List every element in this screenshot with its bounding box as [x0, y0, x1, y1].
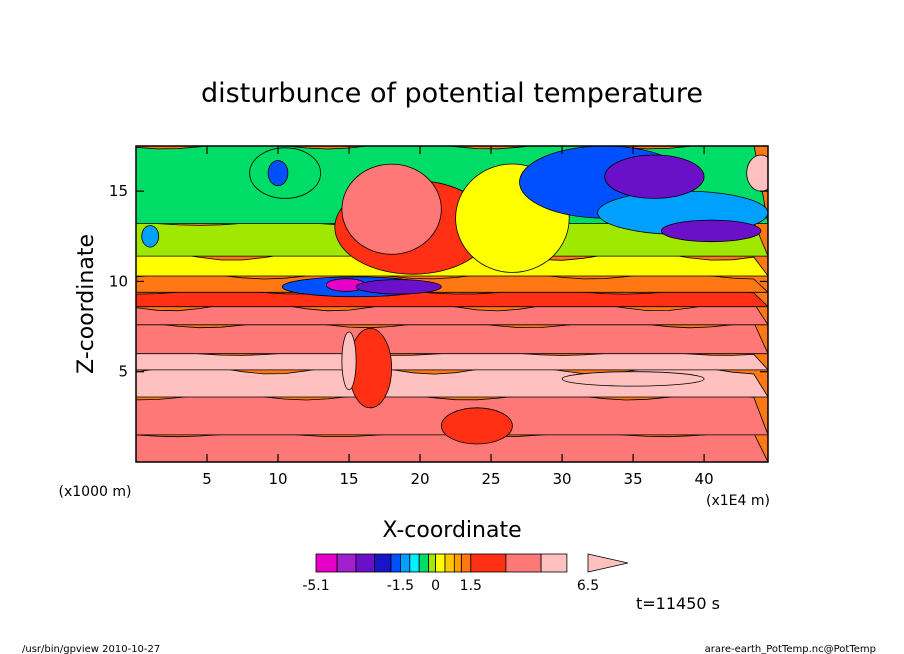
y-tick-label: 5 — [118, 363, 128, 381]
x-tick-label: 35 — [624, 470, 643, 488]
heatmap-feature — [341, 163, 442, 255]
x-tick-label: 10 — [268, 470, 287, 488]
y-tick-label: 10 — [109, 272, 128, 290]
plot-area — [135, 145, 769, 463]
heatmap-feature — [561, 371, 705, 387]
heatmap-feature — [746, 154, 768, 192]
colorbar-swatch — [390, 553, 401, 573]
x-axis-label: X-coordinate — [382, 518, 521, 543]
heatmap-feature — [141, 225, 160, 248]
colorbar-tick-label: 6.5 — [577, 578, 599, 594]
colorbar-swatch — [505, 553, 542, 573]
x-tick-label: 30 — [553, 470, 572, 488]
colorbar-swatch — [374, 553, 392, 573]
x-tick-label: 20 — [410, 470, 429, 488]
colorbar-swatch — [409, 553, 420, 573]
colorbar: -5.1 -1.5 0 1.5 6.5 — [302, 553, 629, 594]
plot-frame — [135, 145, 769, 463]
colorbar-swatch — [355, 553, 376, 573]
x-tick-label: 5 — [202, 470, 212, 488]
heatmap-feature — [355, 279, 442, 295]
x-axis-unit: (x1E4 m) — [706, 493, 770, 509]
heatmap-feature — [440, 407, 513, 445]
time-label: t=11450 s — [636, 594, 720, 613]
heatmap-band — [136, 321, 768, 355]
x-axis-ticks: 5 10 15 20 25 30 35 40 — [202, 146, 714, 488]
footer-right: arare-earth_PotTemp.nc@PotTemp — [705, 644, 876, 654]
chart-title: disturbunce of potential temperature — [201, 78, 703, 109]
heatmap-feature — [267, 160, 289, 187]
y-axis-unit: (x1000 m) — [59, 484, 132, 500]
colorbar-swatch — [336, 553, 357, 573]
colorbar-swatch — [428, 553, 437, 573]
colorbar-swatch — [460, 553, 472, 573]
x-tick-label: 25 — [482, 470, 501, 488]
y-tick-label: 15 — [109, 182, 128, 200]
colorbar-swatch — [444, 553, 455, 573]
x-tick-label: 15 — [339, 470, 358, 488]
heatmap-feature — [604, 154, 705, 199]
colorbar-swatch — [453, 553, 462, 573]
colorbar-tick-label: -1.5 — [387, 578, 414, 594]
heatmap-field — [136, 146, 768, 462]
colorbar-swatch — [315, 553, 338, 573]
heatmap-feature — [341, 331, 357, 391]
colorbar-swatch — [399, 553, 411, 573]
footer-left: /usr/bin/gpview 2010-10-27 — [22, 644, 160, 654]
y-axis-ticks: 5 10 15 — [109, 182, 768, 381]
x-tick-label: 40 — [695, 470, 714, 488]
colorbar-swatch — [435, 553, 446, 573]
y-axis-label: Z-coordinate — [74, 234, 99, 374]
heatmap-feature — [661, 219, 762, 243]
colorbar-swatch — [418, 553, 430, 573]
colorbar-tick-label: 0 — [431, 578, 440, 594]
colorbar-swatch — [540, 553, 568, 573]
colorbar-tick-label: -5.1 — [302, 578, 329, 594]
colorbar-tick-label: 1.5 — [460, 578, 482, 594]
colorbar-swatch — [470, 553, 507, 573]
colorbar-extension — [587, 553, 629, 573]
